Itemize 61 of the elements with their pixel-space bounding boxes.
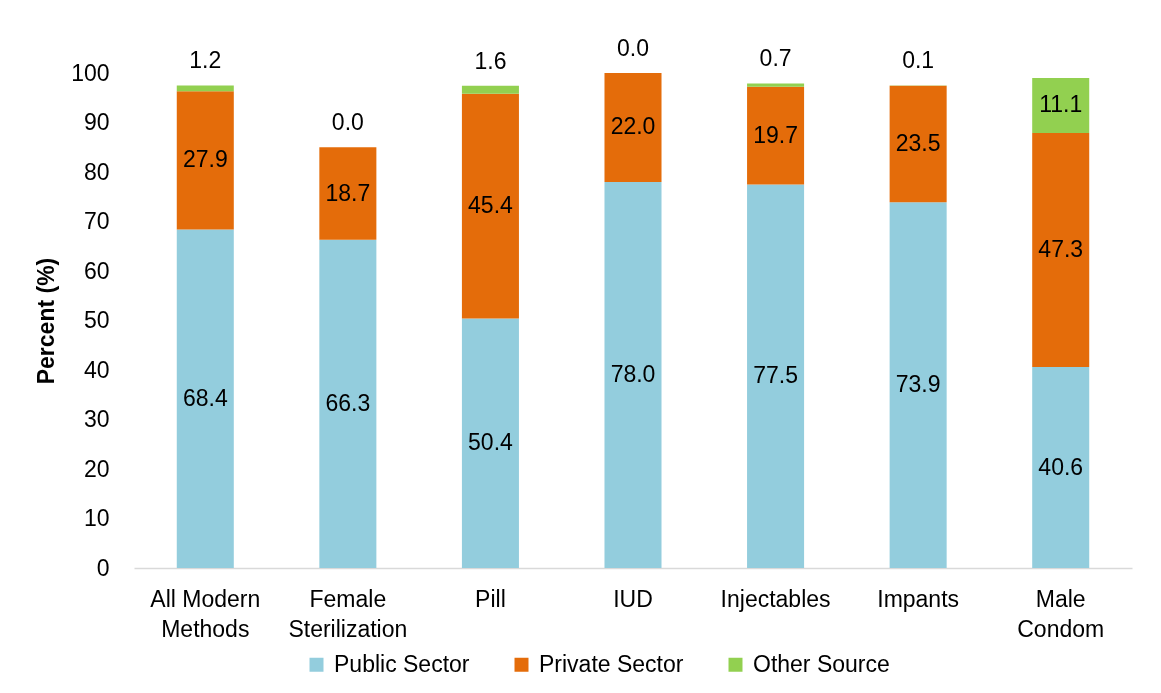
bar xyxy=(604,73,662,182)
y-axis-title: Percent (%) xyxy=(33,257,60,385)
y-tick-label: 70 xyxy=(83,208,110,234)
data-label: 73.9 xyxy=(895,371,941,398)
bar xyxy=(176,91,234,230)
x-tick-label: All Modern Methods xyxy=(150,585,261,642)
data-label: 18.7 xyxy=(325,179,371,206)
y-tick-label: 100 xyxy=(71,59,110,86)
legend-label: Private Sector xyxy=(539,650,684,677)
y-tick-label: 10 xyxy=(83,505,110,531)
bar xyxy=(176,229,234,568)
y-tick-label: 40 xyxy=(83,356,110,383)
data-label: 68.4 xyxy=(182,384,228,411)
x-tick-label: Impants xyxy=(877,585,960,612)
bar xyxy=(461,85,519,94)
bar xyxy=(176,85,234,92)
y-tick-label: 80 xyxy=(83,158,110,185)
data-label: 78.0 xyxy=(610,360,656,387)
x-tick-label: IUD xyxy=(613,585,653,612)
data-label: 47.3 xyxy=(1038,235,1084,262)
y-tick-label: 60 xyxy=(83,257,110,284)
y-tick-label: 0 xyxy=(96,554,110,581)
bar xyxy=(747,86,805,185)
data-label: 66.3 xyxy=(325,389,371,416)
data-label: 0.0 xyxy=(331,109,364,136)
data-label: 77.5 xyxy=(753,362,798,389)
legend-label: Public Sector xyxy=(334,650,470,677)
bar xyxy=(319,239,377,568)
data-label: 22.0 xyxy=(610,113,656,140)
bar xyxy=(1032,77,1090,133)
data-label: 50.4 xyxy=(468,429,514,456)
data-label: 1.6 xyxy=(474,47,507,74)
y-tick-label: 90 xyxy=(83,109,110,135)
bar xyxy=(461,93,519,319)
data-label: 23.5 xyxy=(895,130,941,157)
y-tick-label: 20 xyxy=(83,455,110,482)
data-label: 0.7 xyxy=(759,45,792,72)
bar xyxy=(319,147,377,240)
bar xyxy=(889,202,947,568)
x-tick-label: Male Condom xyxy=(1017,585,1105,642)
y-tick-label: 50 xyxy=(83,307,110,333)
bar xyxy=(889,85,947,203)
x-tick-label: Female Sterilization xyxy=(288,585,408,642)
data-label: 0.1 xyxy=(902,47,935,74)
data-label: 19.7 xyxy=(753,121,798,148)
bar xyxy=(1032,367,1090,568)
data-label: 1.2 xyxy=(189,47,222,74)
bar xyxy=(461,318,519,568)
bar xyxy=(604,181,662,568)
data-label: 27.9 xyxy=(182,146,228,173)
data-label: 45.4 xyxy=(468,192,514,219)
bar xyxy=(747,184,805,568)
x-tick-label: Injectables xyxy=(720,585,831,612)
legend-label: Other Source xyxy=(753,650,890,677)
data-label: 0.0 xyxy=(617,35,649,61)
y-tick-label: 30 xyxy=(83,406,110,432)
bar xyxy=(747,83,805,87)
data-label: 40.6 xyxy=(1038,453,1084,480)
bar xyxy=(1032,132,1090,368)
data-label: 11.1 xyxy=(1039,91,1083,118)
x-tick-label: Pill xyxy=(475,585,506,612)
